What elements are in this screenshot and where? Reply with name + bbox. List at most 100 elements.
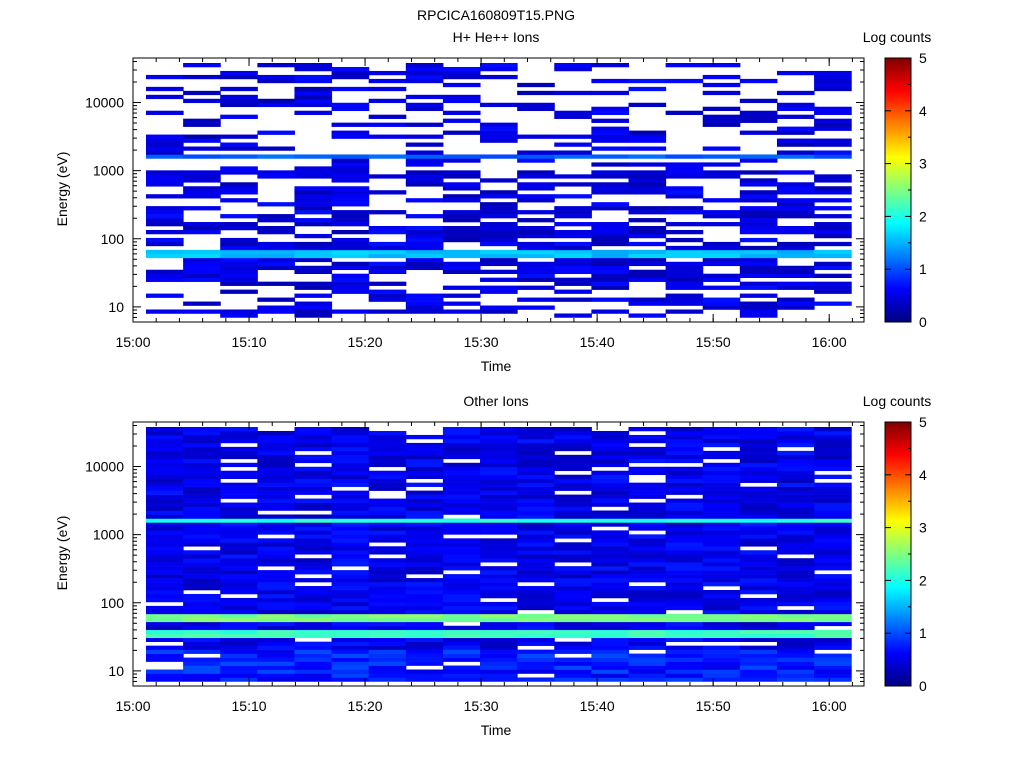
x-tick-label: 15:40 (580, 698, 615, 714)
heatmap-cell (220, 430, 258, 436)
heatmap-cell (220, 494, 258, 499)
heatmap-cell (702, 566, 741, 571)
heatmap-cell (517, 546, 555, 551)
heatmap-cell (776, 269, 815, 275)
heatmap-cell (368, 98, 407, 104)
heatmap-cell (739, 510, 778, 515)
heatmap-cell (554, 174, 592, 179)
heatmap-cell (183, 482, 221, 487)
heatmap-cell (146, 462, 184, 468)
heatmap-cell (517, 174, 555, 179)
heatmap-cell (776, 245, 815, 251)
heatmap-cell (739, 301, 778, 306)
heatmap-cell (591, 578, 629, 583)
heatmap-cell (591, 281, 629, 286)
heatmap-cell (442, 653, 481, 658)
heatmap-cell (146, 566, 184, 571)
heatmap-cell (405, 442, 444, 448)
heatmap-cell (405, 102, 444, 108)
heatmap-cell (739, 226, 778, 231)
heatmap-cell (146, 562, 184, 567)
heatmap-cell (554, 546, 592, 551)
heatmap-cell (739, 182, 778, 187)
panel1-title: H+ He++ Ions (453, 29, 540, 45)
heatmap-cell (517, 430, 555, 436)
heatmap-cell (257, 245, 295, 251)
heatmap-cell (591, 494, 629, 499)
heatmap-cell (776, 546, 815, 551)
heatmap-cell (814, 106, 852, 112)
heatmap-cell (591, 470, 629, 476)
heatmap-cell (183, 478, 221, 483)
heatmap-cell (183, 427, 221, 432)
heatmap-cell (183, 613, 221, 619)
heatmap-cell (257, 281, 295, 286)
heatmap-cell (294, 309, 333, 314)
heatmap-cell (814, 261, 852, 267)
heatmap-cell (628, 494, 667, 499)
heatmap-cell (257, 241, 295, 247)
heatmap-cell (183, 582, 221, 587)
heatmap-cell (814, 281, 852, 286)
heatmap-cell (368, 430, 407, 436)
heatmap-cell (480, 229, 518, 235)
heatmap-cell (146, 625, 184, 631)
heatmap-cell (257, 490, 295, 495)
heatmap-cell (331, 446, 370, 452)
heatmap-cell (665, 482, 704, 487)
heatmap-cell (739, 269, 778, 275)
heatmap-cell (368, 550, 407, 555)
heatmap-cell (739, 470, 778, 476)
heatmap-cell (739, 538, 778, 543)
heatmap-cell (405, 229, 444, 235)
heatmap-cell (554, 66, 592, 72)
heatmap-cell (517, 462, 555, 468)
heatmap-cell (480, 498, 518, 503)
heatmap-cell (628, 241, 667, 247)
heatmap-cell (480, 74, 518, 80)
colorbar-tick-label: 2 (919, 572, 927, 588)
heatmap-cell (776, 582, 815, 587)
heatmap-cell (183, 229, 221, 235)
heatmap-cell (702, 245, 741, 251)
heatmap-cell (442, 502, 481, 507)
heatmap-cell (146, 570, 184, 575)
heatmap-cell (331, 289, 370, 294)
heatmap-cell (628, 102, 667, 108)
heatmap-cell (665, 506, 704, 511)
heatmap-cell (628, 578, 667, 583)
heatmap-cell (368, 249, 407, 255)
heatmap-cell (628, 130, 667, 135)
heatmap-cell (257, 673, 295, 678)
plot-frame (132, 421, 865, 687)
heatmap-cell (146, 214, 184, 219)
heatmap-cell (628, 490, 667, 495)
heatmap-cell (220, 613, 258, 619)
heatmap-cell (628, 301, 667, 306)
heatmap-cell (442, 470, 481, 476)
colorbar-tick-label: 5 (919, 414, 927, 430)
heatmap-cell (591, 106, 629, 112)
heatmap-cell (480, 633, 518, 639)
heatmap-cell (776, 301, 815, 306)
heatmap-cell (146, 273, 184, 278)
heatmap-cell (702, 253, 741, 259)
heatmap-cell (331, 166, 370, 171)
heatmap-cell (814, 566, 852, 571)
heatmap-cell (294, 438, 333, 444)
heatmap-cell (294, 661, 333, 666)
heatmap-cell (368, 226, 407, 231)
heatmap-cell (442, 486, 481, 491)
heatmap-cell (183, 226, 221, 231)
heatmap-cell (220, 629, 258, 635)
heatmap-cell (480, 202, 518, 207)
heatmap-cell (739, 293, 778, 298)
heatmap-cell (776, 106, 815, 112)
heatmap-cell (257, 506, 295, 511)
heatmap-cell (368, 506, 407, 511)
heatmap-cell (220, 502, 258, 507)
heatmap-cell (257, 226, 295, 231)
heatmap-cell (331, 249, 370, 255)
heatmap-cell (480, 66, 518, 72)
heatmap-cell (517, 597, 555, 603)
